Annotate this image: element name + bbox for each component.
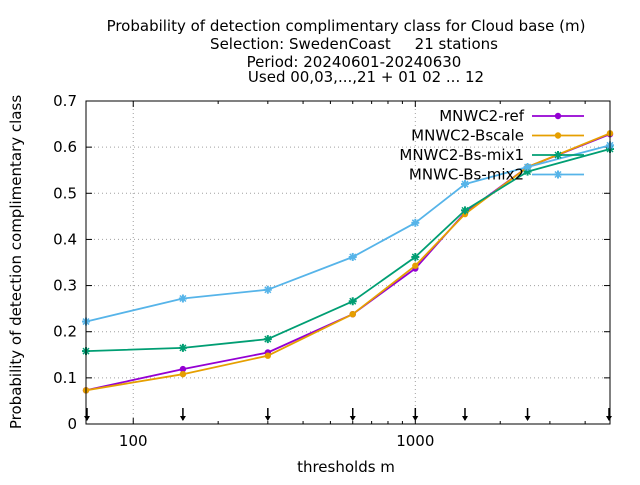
- data-point: [178, 343, 187, 352]
- data-point-stroke: [179, 294, 187, 303]
- y-tick-label: 0.3: [53, 277, 77, 295]
- x-tick-label: 1000: [396, 432, 434, 450]
- legend-label: MNWC2-ref: [439, 107, 524, 125]
- y-tick-label: 0.4: [53, 230, 77, 248]
- data-point: [179, 365, 187, 373]
- data-point-stroke: [554, 151, 562, 159]
- y-tick-labels: 0 0.1 0.2 0.3 0.4 0.5 0.6 0.7: [53, 92, 77, 433]
- data-point-stroke: [264, 335, 272, 343]
- data-point: [460, 206, 469, 215]
- data-point-stroke: [524, 163, 532, 171]
- legend-label: MNWC-Bs-mix2: [409, 166, 524, 184]
- data-point: [554, 151, 562, 159]
- data-point: [263, 335, 272, 344]
- data-point-stroke: [554, 170, 562, 179]
- threshold-arrow-head: [84, 416, 90, 421]
- data-point: [411, 218, 420, 227]
- data-point: [460, 180, 469, 189]
- threshold-arrow: [524, 408, 531, 421]
- data-point-stroke: [411, 219, 419, 227]
- y-tick-label: 0.1: [53, 369, 77, 387]
- threshold-arrow: [461, 408, 468, 421]
- threshold-arrow-head: [412, 416, 419, 421]
- x-axis-label: thresholds m: [297, 458, 395, 476]
- y-tick-label: 0.2: [53, 323, 77, 341]
- threshold-arrow-head: [606, 416, 612, 421]
- y-tick-label: 0.5: [53, 184, 77, 202]
- chart-title: Probability of detection complimentary c…: [107, 17, 586, 86]
- threshold-arrow: [264, 408, 271, 421]
- series-mnwc2-bs-mix1: [82, 144, 614, 356]
- legend-label: MNWC2-Bscale: [411, 127, 524, 145]
- axis-ticks: [86, 100, 610, 425]
- series-layer: [82, 130, 614, 394]
- data-point-stroke: [461, 206, 469, 214]
- series-line: [85, 148, 611, 352]
- threshold-arrow: [179, 408, 186, 421]
- threshold-arrow: [606, 408, 612, 421]
- legend-entry: MNWC2-Bscale: [411, 127, 584, 145]
- data-point: [263, 285, 272, 294]
- legend-entry: MNWC-Bs-mix2: [409, 166, 584, 184]
- threshold-arrow-head: [524, 416, 531, 421]
- data-point-stroke: [461, 180, 469, 188]
- data-point: [349, 310, 356, 318]
- data-point: [348, 252, 357, 261]
- y-tick-label: 0.6: [53, 138, 77, 156]
- threshold-arrow: [349, 408, 356, 421]
- series-line: [85, 144, 611, 323]
- data-point: [554, 112, 562, 120]
- legend-entry: MNWC2-Bs-mix1: [399, 146, 584, 164]
- data-point: [554, 132, 562, 139]
- threshold-arrow: [412, 408, 419, 421]
- x-tick-labels: 100 1000: [119, 432, 434, 450]
- data-point-stroke: [349, 253, 357, 261]
- legend-label: MNWC2-Bs-mix1: [399, 146, 524, 164]
- y-tick-label: 0.7: [53, 92, 77, 110]
- threshold-arrow-head: [264, 416, 271, 421]
- title-line-1: Probability of detection complimentary c…: [107, 17, 586, 35]
- threshold-arrow: [84, 408, 90, 421]
- legend-entry: MNWC2-ref: [439, 107, 584, 125]
- data-point: [179, 370, 187, 378]
- data-point-stroke: [349, 297, 357, 305]
- threshold-arrow-head: [179, 416, 186, 421]
- data-point: [411, 252, 420, 261]
- title-line-4: Used 00,03,...,21 + 01 02 ... 12: [248, 68, 484, 86]
- data-point: [348, 297, 357, 306]
- data-point: [523, 162, 532, 171]
- data-point: [264, 352, 272, 359]
- x-tick-label: 100: [119, 432, 148, 450]
- y-axis-label: Probability of detection complimentary c…: [7, 95, 25, 429]
- grid: [86, 101, 610, 424]
- data-point-stroke: [411, 253, 419, 261]
- threshold-arrow-head: [349, 416, 356, 421]
- data-point: [412, 262, 419, 269]
- series-line: [85, 132, 611, 392]
- data-point-stroke: [264, 286, 272, 294]
- data-point: [178, 294, 187, 303]
- threshold-arrow-head: [461, 416, 468, 421]
- series-mnwc-bs-mix2: [82, 141, 614, 326]
- threshold-markers: [84, 408, 612, 421]
- data-point: [554, 170, 562, 179]
- data-point-stroke: [179, 344, 187, 352]
- title-line-3: Period: 20240601-20240630: [247, 53, 462, 71]
- title-line-2: Selection: SwedenCoast 21 stations: [210, 35, 498, 53]
- plot-frame: [85, 100, 611, 425]
- series-line: [85, 133, 611, 392]
- y-tick-label: 0: [67, 415, 77, 433]
